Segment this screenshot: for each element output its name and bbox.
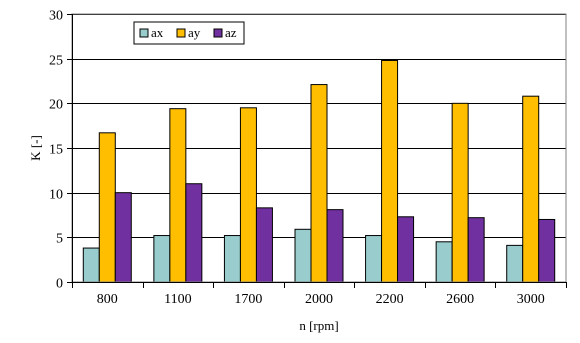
y-axis-title: K [-] [28, 135, 43, 161]
y-tick-label: 30 [49, 9, 63, 24]
bar-az-2600 [468, 218, 484, 282]
x-tick-label: 2200 [376, 292, 404, 307]
bars [83, 60, 554, 282]
x-tick-label: 1100 [164, 292, 191, 307]
bar-az-3000 [539, 219, 555, 282]
y-tick-label: 20 [49, 98, 63, 113]
bar-az-1700 [256, 208, 272, 282]
x-tick-label: 2600 [446, 292, 474, 307]
bar-az-2000 [327, 210, 343, 282]
x-axis-title: n [rpm] [299, 318, 338, 333]
x-tick-label: 3000 [517, 292, 545, 307]
bar-ay-2200 [382, 60, 398, 282]
bar-ax-800 [83, 248, 99, 282]
legend: ax ay az [134, 22, 244, 44]
bar-ay-800 [99, 133, 115, 282]
y-tick-label: 10 [49, 188, 63, 203]
y-tick-label: 5 [56, 232, 63, 247]
y-tick-labels: 0 5 10 15 20 25 30 [49, 9, 63, 292]
bar-ay-3000 [523, 96, 539, 282]
legend-label-az: az [225, 25, 237, 40]
bar-ax-1700 [224, 236, 240, 282]
bar-az-1100 [186, 184, 202, 282]
x-tick-label: 1700 [234, 292, 262, 307]
bar-ax-2600 [436, 242, 452, 282]
bar-ax-3000 [507, 245, 523, 282]
legend-label-ay: ay [188, 25, 201, 40]
bar-ay-2600 [452, 103, 468, 282]
legend-swatch-az [214, 29, 222, 37]
x-tick-labels: 800 1100 1700 2000 2200 2600 3000 [97, 292, 545, 307]
y-tick-label: 25 [49, 54, 63, 69]
bar-ax-2000 [295, 229, 311, 282]
bar-az-2200 [398, 217, 414, 282]
bar-ay-1100 [170, 109, 186, 282]
legend-label-ax: ax [151, 25, 164, 40]
bar-ax-2200 [366, 236, 382, 282]
bar-ax-1100 [154, 236, 170, 282]
bar-ay-1700 [240, 108, 256, 282]
y-tick-label: 15 [49, 143, 63, 158]
bar-az-800 [115, 193, 131, 282]
x-tick-label: 800 [97, 292, 118, 307]
legend-swatch-ay [177, 29, 185, 37]
bar-ay-2000 [311, 85, 327, 282]
x-tick-label: 2000 [305, 292, 333, 307]
legend-swatch-ax [140, 29, 148, 37]
y-tick-label: 0 [56, 277, 63, 292]
